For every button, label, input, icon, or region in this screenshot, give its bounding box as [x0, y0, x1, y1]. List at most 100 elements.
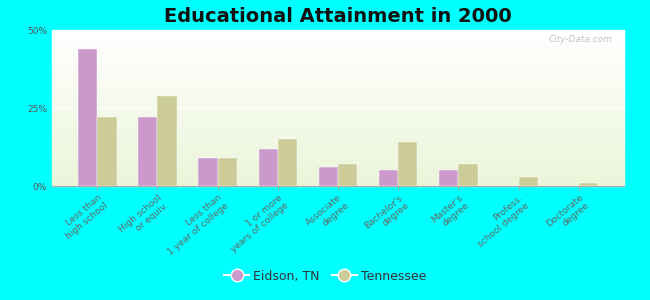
Bar [52, 36, 624, 37]
Bar [52, 116, 624, 117]
Bar [52, 90, 624, 91]
Bar [52, 79, 624, 80]
Bar [52, 170, 624, 171]
Bar [398, 142, 417, 186]
Bar [52, 156, 624, 157]
Bar [52, 148, 624, 149]
Bar [52, 171, 624, 172]
Bar [52, 169, 624, 170]
Bar [52, 94, 624, 95]
Bar [52, 56, 624, 57]
Bar [52, 121, 624, 122]
Bar [52, 84, 624, 85]
Text: City-Data.com: City-Data.com [549, 35, 612, 44]
Bar [52, 34, 624, 35]
Bar [318, 167, 338, 186]
Bar [52, 180, 624, 181]
Bar [52, 150, 624, 151]
Bar [52, 179, 624, 180]
Bar [52, 112, 624, 113]
Bar [52, 119, 624, 120]
Bar [52, 37, 624, 38]
Bar [52, 86, 624, 87]
Bar [52, 132, 624, 133]
Bar [52, 82, 624, 83]
Bar [52, 31, 624, 32]
Bar [52, 184, 624, 185]
Bar [52, 154, 624, 155]
Title: Educational Attainment in 2000: Educational Attainment in 2000 [164, 7, 512, 26]
Bar [52, 99, 624, 100]
Bar [52, 43, 624, 44]
Bar [52, 151, 624, 152]
Bar [52, 102, 624, 103]
Bar [52, 85, 624, 86]
Bar [52, 127, 624, 128]
Bar [52, 50, 624, 51]
Bar [52, 104, 624, 105]
Bar [439, 170, 458, 186]
Bar [52, 39, 624, 40]
Bar [52, 35, 624, 36]
Bar [52, 145, 624, 146]
Bar [52, 172, 624, 173]
Bar [52, 54, 624, 55]
Bar [52, 115, 624, 116]
Bar [218, 158, 237, 186]
Bar [52, 63, 624, 64]
Bar [78, 49, 98, 186]
Bar [52, 168, 624, 169]
Bar [52, 110, 624, 111]
Bar [52, 60, 624, 61]
Bar [198, 158, 218, 186]
Bar [52, 95, 624, 96]
Bar [338, 164, 358, 186]
Bar [52, 87, 624, 88]
Bar [52, 166, 624, 167]
Bar [52, 120, 624, 121]
Bar [379, 170, 398, 186]
Bar [157, 95, 177, 186]
Bar [52, 144, 624, 145]
Bar [52, 62, 624, 63]
Bar [52, 158, 624, 159]
Bar [52, 98, 624, 99]
Bar [52, 162, 624, 163]
Bar [52, 103, 624, 104]
Bar [52, 139, 624, 140]
Bar [52, 65, 624, 66]
Bar [52, 70, 624, 71]
Bar [52, 153, 624, 154]
Bar [52, 142, 624, 143]
Bar [52, 125, 624, 126]
Bar [52, 123, 624, 124]
Bar [52, 89, 624, 90]
Bar [52, 177, 624, 178]
Bar [52, 133, 624, 134]
Bar [52, 42, 624, 43]
Bar [52, 131, 624, 132]
Legend: Eidson, TN, Tennessee: Eidson, TN, Tennessee [219, 265, 431, 288]
Bar [98, 117, 116, 186]
Bar [52, 183, 624, 184]
Bar [52, 176, 624, 177]
Bar [52, 141, 624, 142]
Bar [52, 165, 624, 166]
Bar [52, 130, 624, 131]
Bar [52, 64, 624, 65]
Bar [52, 66, 624, 67]
Bar [52, 73, 624, 74]
Bar [52, 129, 624, 130]
Bar [52, 143, 624, 144]
Bar [52, 122, 624, 123]
Bar [52, 72, 624, 73]
Bar [52, 92, 624, 93]
Bar [52, 85, 624, 86]
Bar [52, 126, 624, 127]
Bar [52, 93, 624, 94]
Bar [52, 40, 624, 41]
Bar [52, 38, 624, 39]
Bar [52, 33, 624, 34]
Bar [52, 78, 624, 79]
Bar [578, 183, 598, 186]
